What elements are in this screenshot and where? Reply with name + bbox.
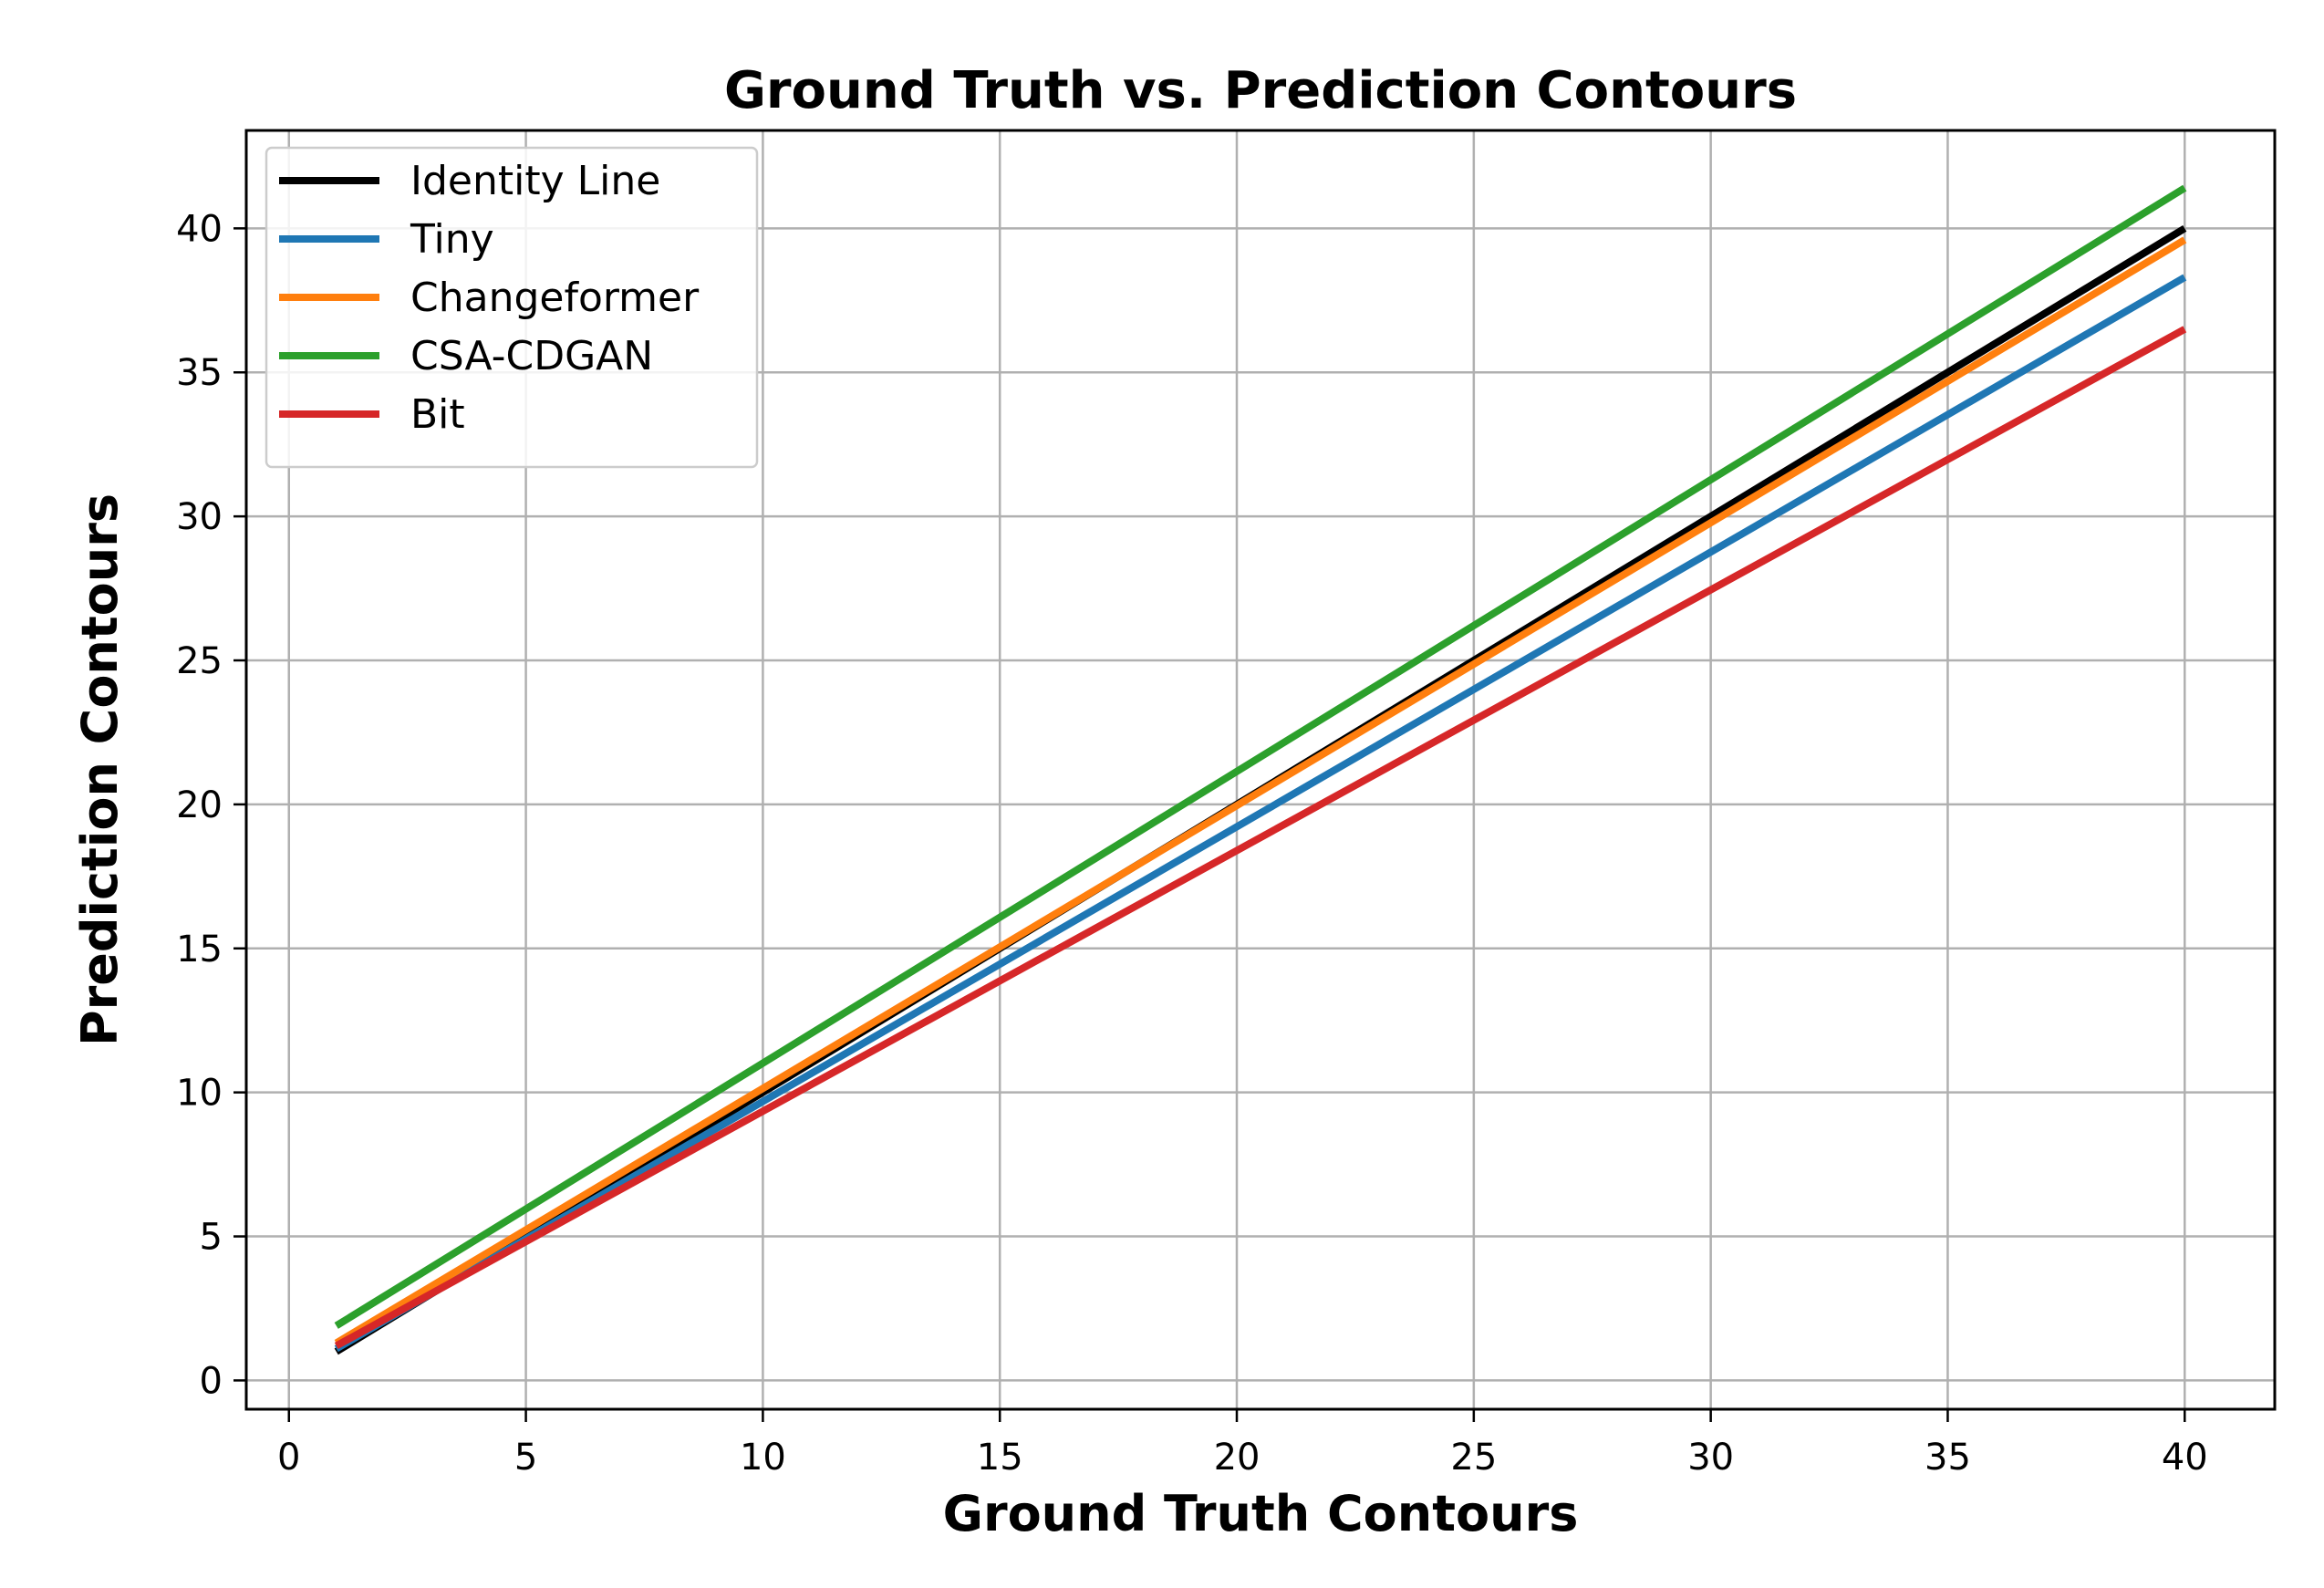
- legend-label: Bit: [410, 391, 465, 438]
- legend-label: CSA-CDGAN: [410, 333, 653, 379]
- legend-label: Tiny: [410, 216, 494, 263]
- x-tick-label: 15: [977, 1437, 1023, 1479]
- x-tick-label: 10: [740, 1437, 786, 1479]
- chart-title: Ground Truth vs. Prediction Contours: [724, 61, 1797, 120]
- axis-ticks: 0 5 10 15 20 25 30 35 40 0 5 10 15 20 25 30 35 40: [176, 208, 2208, 1479]
- x-tick-label: 30: [1687, 1437, 1734, 1479]
- legend: Identity Line Tiny Changeformer CSA-CDGAN Bi…: [265, 146, 759, 469]
- series-lines: [334, 184, 2187, 1355]
- x-axis-label: Ground Truth Contours: [943, 1485, 1579, 1542]
- y-tick-label: 20: [176, 784, 223, 826]
- y-tick-label: 5: [200, 1217, 223, 1259]
- x-tick-label: 35: [1925, 1437, 1971, 1479]
- legend-label: Identity Line: [410, 158, 660, 204]
- y-tick-label: 30: [176, 496, 223, 538]
- legend-label: Changeformer: [410, 275, 700, 321]
- y-tick-label: 0: [200, 1360, 223, 1402]
- y-tick-label: 35: [176, 352, 223, 394]
- x-tick-label: 0: [277, 1437, 300, 1479]
- x-tick-label: 5: [514, 1437, 537, 1479]
- y-tick-label: 40: [176, 208, 223, 250]
- y-tick-label: 15: [176, 929, 223, 970]
- legend-box: [265, 146, 759, 469]
- y-tick-label: 25: [176, 640, 223, 682]
- plot-frame: [244, 129, 2277, 1411]
- series-line-csa-cdgan: [334, 184, 2187, 1329]
- x-tick-label: 20: [1214, 1437, 1261, 1479]
- x-tick-label: 40: [2162, 1437, 2208, 1479]
- series-line-tiny: [334, 274, 2187, 1353]
- y-tick-label: 10: [176, 1073, 223, 1115]
- grid: [246, 130, 2275, 1409]
- x-tick-label: 25: [1450, 1437, 1497, 1479]
- y-axis-label: Prediction Contours: [71, 493, 129, 1046]
- series-line-changeformer: [334, 236, 2187, 1346]
- series-line-bit: [334, 326, 2187, 1350]
